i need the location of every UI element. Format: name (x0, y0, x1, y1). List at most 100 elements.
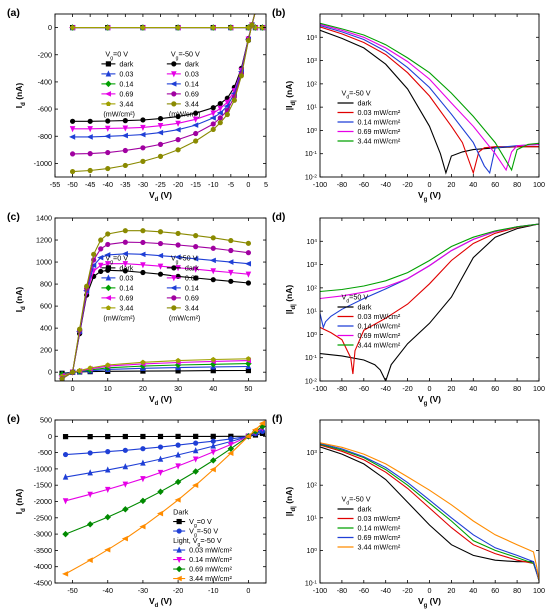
x-axis-label: Vg (V) (418, 596, 441, 609)
legend-marker (171, 101, 177, 107)
x-tick-label: 0 (71, 384, 75, 393)
data-point (210, 24, 216, 30)
legend-entry-label: 0.69 (185, 89, 199, 98)
data-point (77, 367, 83, 373)
data-point (258, 420, 266, 427)
data-point (87, 126, 93, 133)
data-point (87, 469, 93, 476)
data-point (105, 165, 111, 172)
legend-marker (171, 61, 177, 67)
x-tick-label: 100 (533, 180, 545, 189)
data-point (98, 246, 104, 252)
legend-entry-label: dark (358, 303, 372, 312)
x-tick-label: -40 (381, 586, 391, 595)
data-point (245, 280, 252, 286)
x-tick-label: 60 (491, 384, 499, 393)
legend-header: Vg=-50 V (171, 49, 200, 61)
x-tick-label: -80 (337, 586, 347, 595)
y-tick-label: -3000 (34, 530, 52, 539)
data-point (217, 105, 224, 112)
data-point (210, 442, 217, 449)
y-tick-label: 103 (306, 449, 317, 458)
data-point (105, 449, 111, 455)
y-tick-label: -1000 (34, 464, 52, 473)
data-point (69, 369, 76, 375)
data-point (105, 231, 111, 237)
data-point (245, 356, 251, 361)
series-layer (320, 442, 539, 581)
legend-entry-label: 0.14 (185, 79, 199, 88)
x-tick-label: -80 (337, 384, 347, 393)
y-tick-label: 101 (306, 514, 317, 523)
data-point (122, 268, 128, 274)
x-tick-label: -5 (228, 180, 234, 189)
data-point (210, 121, 216, 127)
series-layer (320, 22, 539, 175)
y-tick-label: 103 (306, 261, 317, 270)
data-point (140, 476, 146, 483)
data-point (122, 228, 128, 234)
data-point (139, 251, 146, 258)
data-point (175, 113, 181, 120)
x-tick-label: -60 (359, 384, 369, 393)
legend-entry-label: 0.14 mW/cm² (358, 118, 401, 127)
x-tick-label: -25 (155, 180, 165, 189)
data-point (140, 124, 146, 131)
data-point (157, 433, 164, 440)
x-tick-label: -60 (359, 586, 369, 595)
data-point (245, 250, 252, 256)
data-point (122, 147, 128, 154)
data-point (217, 120, 223, 126)
x-tick-label: 60 (491, 586, 499, 595)
data-point (175, 230, 181, 237)
y-tick-label: -2000 (34, 497, 52, 506)
data-point (104, 486, 111, 493)
data-point (62, 451, 69, 458)
series-layer (58, 228, 252, 381)
legend-marker (171, 265, 177, 271)
legend-header: Vg=50 V (171, 253, 198, 265)
data-point (156, 510, 164, 517)
data-point (175, 120, 181, 127)
data-point (87, 434, 93, 440)
data-point (122, 239, 128, 245)
legend-entry-label: 0.03 (185, 273, 199, 282)
y-tick-label: 600 (40, 302, 52, 311)
series-line-0 (320, 223, 539, 381)
legend-entry-label: 0.14 mW/cm² (189, 555, 232, 564)
legend-marker (170, 81, 177, 87)
panel-label: (a) (7, 7, 20, 19)
legend-entry-label: 0.03 (119, 273, 133, 282)
data-point (193, 130, 199, 137)
data-point (157, 141, 164, 147)
x-tick-label: 20 (447, 180, 455, 189)
data-point (253, 9, 258, 14)
y-tick-label: 103 (306, 57, 317, 65)
y-tick-label: 104 (306, 237, 317, 246)
data-point (192, 482, 199, 488)
x-tick-label: 100 (533, 586, 545, 595)
data-point (140, 117, 146, 123)
data-point (104, 125, 111, 132)
y-axis-label: Id (nA) (14, 489, 27, 515)
data-point (98, 237, 104, 243)
legend-entry-label: dark (119, 263, 133, 272)
legend-marker (171, 275, 177, 282)
y-tick-label: -600 (38, 105, 52, 114)
legend-entry-label: 0.69 (185, 293, 199, 302)
y-tick-label: -200 (38, 50, 52, 59)
series-line-1 (320, 444, 539, 581)
data-point (209, 466, 216, 473)
data-point (122, 261, 129, 268)
legend-entry-label: 0.03 (119, 69, 133, 78)
data-point (86, 557, 93, 563)
data-point (227, 450, 234, 457)
series-line-7 (72, 14, 256, 138)
x-tick-label: -40 (381, 384, 391, 393)
legend-entry-label: Vg=-50 V (189, 527, 218, 539)
x-tick-label: -50 (67, 180, 77, 189)
y-tick-label: 100 (306, 126, 317, 135)
y-tick-label: 400 (40, 324, 52, 333)
legend-entry-label: 3.44 (119, 99, 133, 108)
y-tick-label: 10-1 (305, 150, 317, 159)
